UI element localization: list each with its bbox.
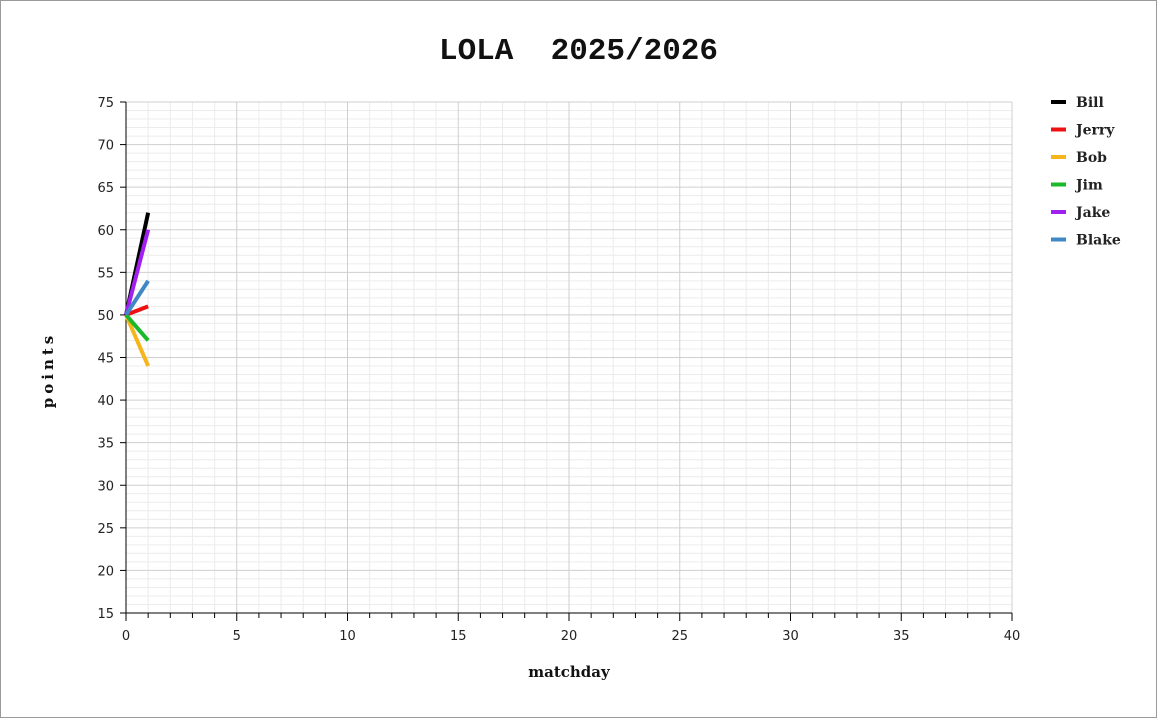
series-line-bob bbox=[124, 314, 150, 367]
y-tick-label: 45 bbox=[97, 352, 114, 367]
chart-title: LOLA 2025/2026 bbox=[438, 34, 719, 69]
y-tick-label: 25 bbox=[97, 522, 114, 537]
y-tick-label: 35 bbox=[97, 437, 114, 452]
y-tick-label: 15 bbox=[97, 607, 114, 622]
x-tick-label: 15 bbox=[450, 629, 467, 644]
x-tick-label: 5 bbox=[233, 629, 241, 644]
x-tick-label: 25 bbox=[671, 629, 688, 644]
x-axis-label: matchday bbox=[528, 663, 611, 681]
legend-label-jake: Jake bbox=[1074, 205, 1110, 221]
x-tick-label: 35 bbox=[893, 629, 910, 644]
y-tick-label: 65 bbox=[97, 181, 114, 196]
series-line-jerry bbox=[125, 304, 149, 317]
y-tick-label: 30 bbox=[97, 479, 114, 494]
y-tick-label: 75 bbox=[97, 96, 114, 111]
x-tick-label: 30 bbox=[782, 629, 799, 644]
series-line-jim bbox=[124, 313, 150, 342]
legend: Bill Jerry Bob Jim Jake Blake bbox=[1051, 95, 1121, 249]
y-tick-label: 70 bbox=[97, 139, 114, 154]
y-tick-label: 20 bbox=[97, 564, 114, 579]
x-tick-label: 10 bbox=[339, 629, 356, 644]
y-tick-label: 40 bbox=[97, 394, 114, 409]
axis-ticks: 0 5 10 15 20 25 30 35 40 15 20 25 30 35 40 45 50 55 60 65 70… bbox=[97, 96, 1020, 644]
legend-label-jim: Jim bbox=[1074, 178, 1103, 194]
x-tick-label: 0 bbox=[122, 629, 130, 644]
legend-label-bob: Bob bbox=[1076, 150, 1107, 166]
major-gridlines bbox=[126, 101, 1013, 613]
y-tick-label: 60 bbox=[97, 224, 114, 239]
y-tick-label: 55 bbox=[97, 266, 114, 281]
legend-label-bill: Bill bbox=[1076, 95, 1104, 111]
y-tick-label: 50 bbox=[97, 309, 114, 324]
series-line-blake bbox=[124, 279, 150, 317]
y-axis-label: points bbox=[39, 332, 57, 408]
series-line-jake bbox=[124, 229, 151, 316]
x-tick-label: 40 bbox=[1004, 629, 1021, 644]
legend-label-jerry: Jerry bbox=[1074, 123, 1115, 139]
series-lines bbox=[124, 212, 151, 367]
x-tick-label: 20 bbox=[561, 629, 578, 644]
legend-label-blake: Blake bbox=[1076, 233, 1121, 249]
